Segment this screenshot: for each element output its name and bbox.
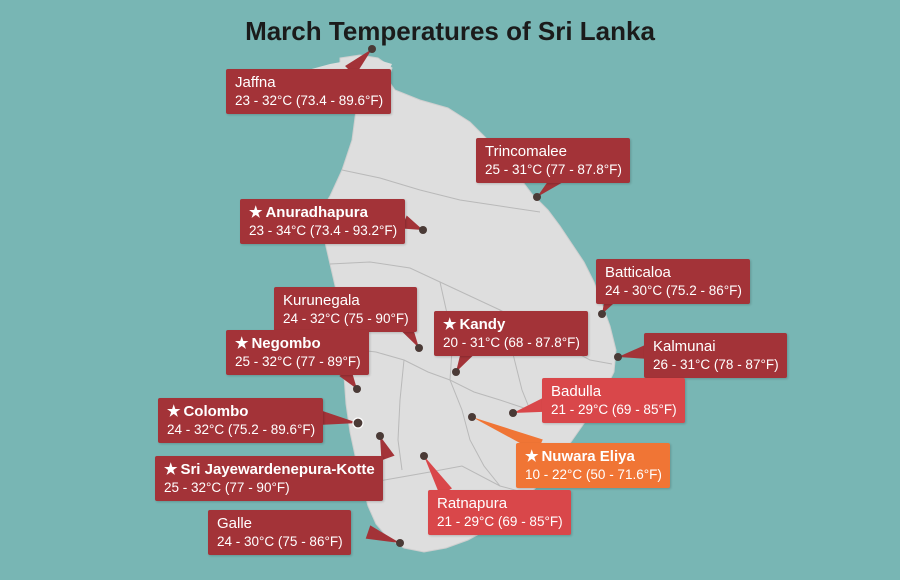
anuradhapura-name-text: Anuradhapura [265,204,368,221]
galle-pointer [365,525,400,543]
galle-marker[interactable] [396,539,404,547]
nuwara-eliya-name: ★ Nuwara Eliya [525,448,662,466]
badulla-name-text: Badulla [551,383,602,400]
trincomalee-temperature: 25 - 31°C (77 - 87.8°F) [485,162,622,177]
kurunegala-marker[interactable] [415,344,423,352]
anuradhapura-pointer [401,215,423,230]
badulla-label[interactable]: Badulla 21 - 29°C (69 - 85°F) [542,378,685,423]
colombo-pointer [321,411,358,425]
kotte-marker[interactable] [376,432,384,440]
jaffna-marker[interactable] [368,45,376,53]
anuradhapura-name: ★ Anuradhapura [249,204,397,222]
colombo-label[interactable]: ★ Colombo 24 - 32°C (75.2 - 89.6°F) [158,398,324,443]
ratnapura-label[interactable]: Ratnapura 21 - 29°C (69 - 85°F) [428,490,571,535]
anuradhapura-label[interactable]: ★ Anuradhapura 23 - 34°C (73.4 - 93.2°F) [240,199,406,244]
star-icon: ★ [525,448,539,465]
kotte-temperature: 25 - 32°C (77 - 90°F) [164,480,290,495]
kalmunai-label[interactable]: Kalmunai 26 - 31°C (78 - 87°F) [644,333,787,378]
kurunegala-name-text: Kurunegala [283,292,360,309]
kalmunai-name: Kalmunai [653,338,779,356]
kandy-marker[interactable] [452,368,460,376]
kalmunai-marker[interactable] [614,353,622,361]
trincomalee-marker[interactable] [533,193,541,201]
kotte-name: ★ Sri Jayewardenepura-Kotte [164,461,375,479]
negombo-name: ★ Negombo [235,335,361,353]
kalmunai-name-text: Kalmunai [653,338,716,355]
star-icon: ★ [164,461,178,478]
nuwara-eliya-name-text: Nuwara Eliya [541,448,635,465]
galle-temperature: 24 - 30°C (75 - 86°F) [217,534,343,549]
jaffna-label[interactable]: Jaffna 23 - 32°C (73.4 - 89.6°F) [226,69,392,114]
batticaloa-name-text: Batticaloa [605,264,671,281]
ratnapura-temperature: 21 - 29°C (69 - 85°F) [437,514,563,529]
anuradhapura-temperature: 23 - 34°C (73.4 - 93.2°F) [249,223,398,238]
anuradhapura-marker[interactable] [419,226,427,234]
galle-name-text: Galle [217,515,253,532]
star-icon: ★ [443,316,457,333]
star-icon: ★ [167,403,181,420]
province-borders [329,169,613,495]
jaffna-name-text: Jaffna [235,74,276,91]
kotte-name-text: Sri Jayewardenepura-Kotte [180,461,375,478]
kurunegala-temperature: 24 - 32°C (75 - 90°F) [283,311,409,326]
trincomalee-name-text: Trincomalee [485,143,567,160]
kurunegala-label[interactable]: Kurunegala 24 - 32°C (75 - 90°F) [274,287,417,332]
badulla-name: Badulla [551,383,677,401]
negombo-name-text: Negombo [251,335,321,352]
trincomalee-name: Trincomalee [485,143,622,161]
nuwara-eliya-temperature: 10 - 22°C (50 - 71.6°F) [525,467,662,482]
colombo-marker[interactable] [352,417,364,429]
kalmunai-pointer [618,345,648,359]
negombo-label[interactable]: ★ Negombo 25 - 32°C (77 - 89°F) [226,330,369,375]
negombo-marker[interactable] [353,385,361,393]
batticaloa-name: Batticaloa [605,264,742,282]
kotte-label[interactable]: ★ Sri Jayewardenepura-Kotte 25 - 32°C (77 … [155,456,383,501]
kandy-label[interactable]: ★ Kandy 20 - 31°C (68 - 87.8°F) [434,311,588,356]
batticaloa-label[interactable]: Batticaloa 24 - 30°C (75.2 - 86°F) [596,259,750,304]
star-icon: ★ [235,335,249,352]
galle-name: Galle [217,515,343,533]
trincomalee-label[interactable]: Trincomalee 25 - 31°C (77 - 87.8°F) [476,138,630,183]
ratnapura-name: Ratnapura [437,495,563,513]
colombo-name-text: Colombo [183,403,249,420]
badulla-temperature: 21 - 29°C (69 - 85°F) [551,402,677,417]
ratnapura-name-text: Ratnapura [437,495,508,512]
jaffna-name: Jaffna [235,74,383,92]
star-icon: ★ [249,204,263,221]
kandy-name: ★ Kandy [443,316,580,334]
galle-label[interactable]: Galle 24 - 30°C (75 - 86°F) [208,510,351,555]
kandy-name-text: Kandy [459,316,506,333]
badulla-pointer [513,398,546,413]
nuwara-eliya-label[interactable]: ★ Nuwara Eliya 10 - 22°C (50 - 71.6°F) [516,443,670,488]
badulla-marker[interactable] [509,409,517,417]
kurunegala-name: Kurunegala [283,292,409,310]
batticaloa-temperature: 24 - 30°C (75.2 - 86°F) [605,283,742,298]
colombo-name: ★ Colombo [167,403,315,421]
kotte-pointer [380,436,395,461]
batticaloa-marker[interactable] [598,310,606,318]
kalmunai-temperature: 26 - 31°C (78 - 87°F) [653,357,779,372]
nuwara-eliya-marker[interactable] [468,413,476,421]
negombo-temperature: 25 - 32°C (77 - 89°F) [235,354,361,369]
kandy-temperature: 20 - 31°C (68 - 87.8°F) [443,335,580,350]
colombo-temperature: 24 - 32°C (75.2 - 89.6°F) [167,422,316,437]
map-title: March Temperatures of Sri Lanka [245,16,655,46]
ratnapura-pointer [424,456,452,496]
jaffna-temperature: 23 - 32°C (73.4 - 89.6°F) [235,93,384,108]
ratnapura-marker[interactable] [420,452,428,460]
